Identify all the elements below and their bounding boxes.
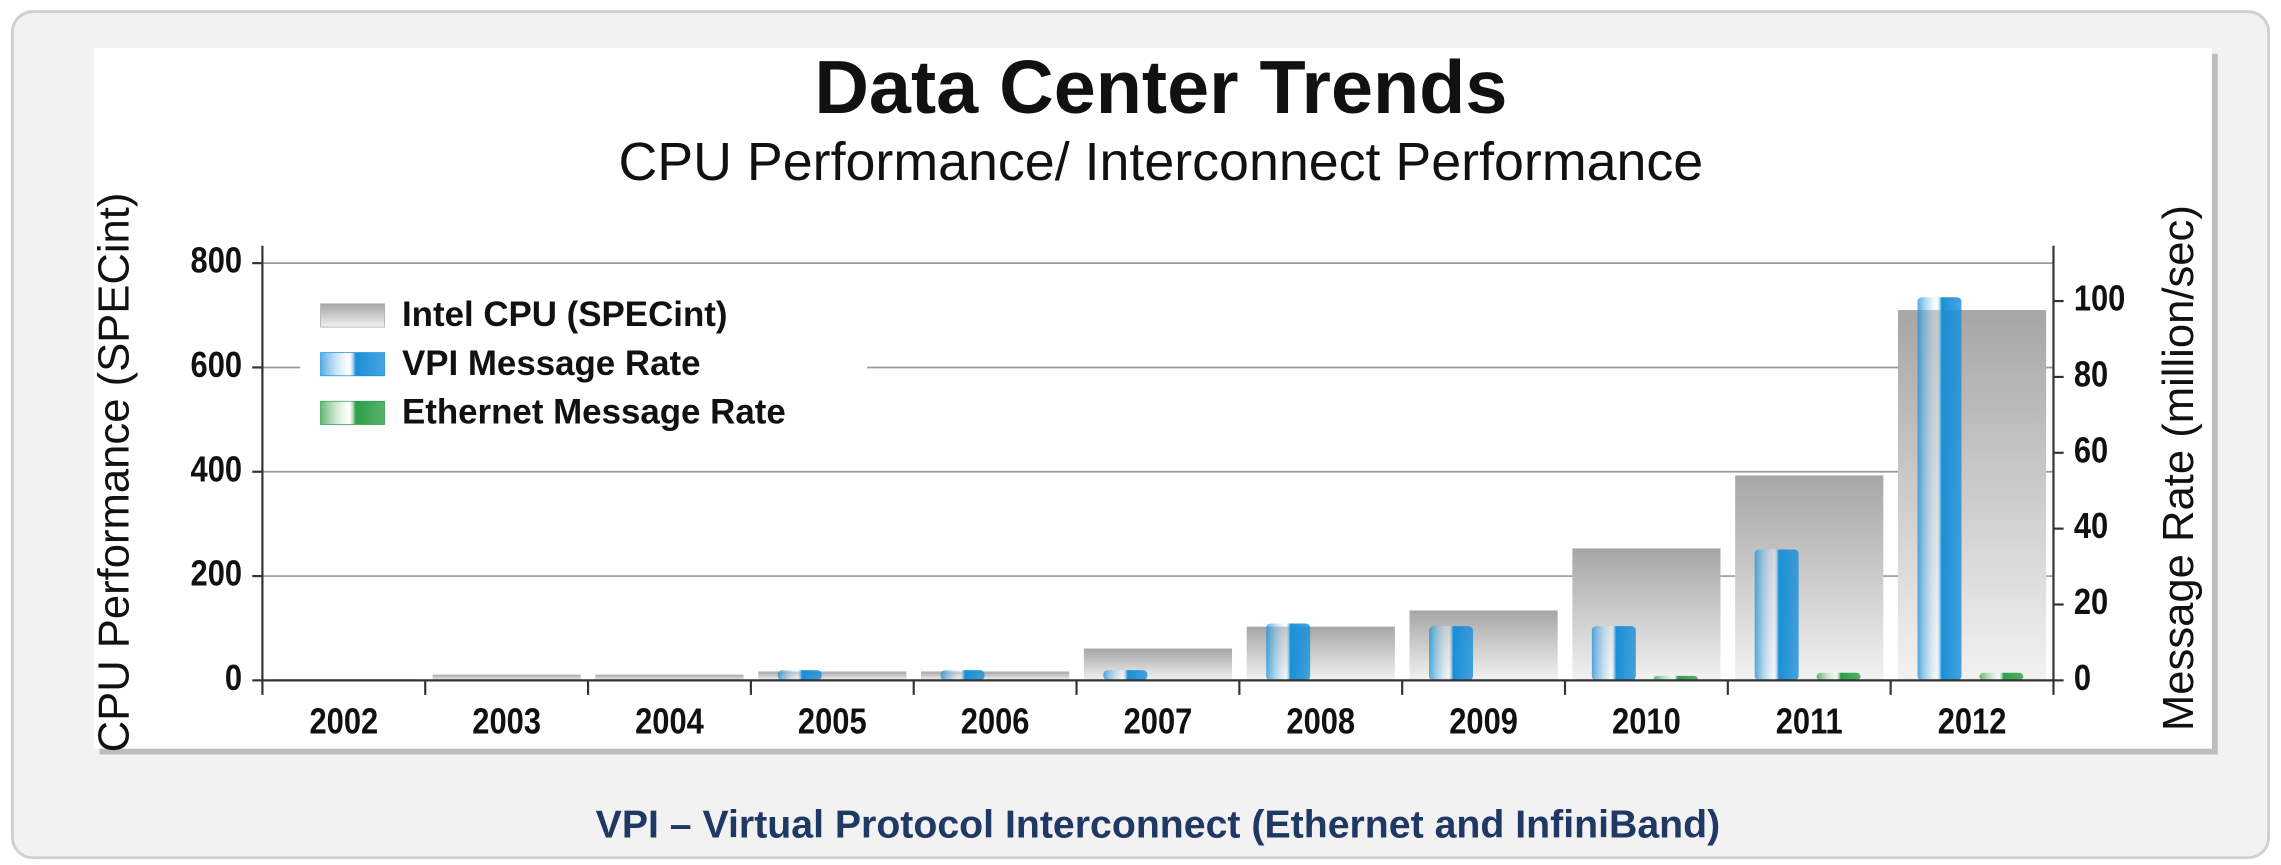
y2-tick-label: 20 bbox=[2074, 582, 2108, 623]
y2-tick-label: 0 bbox=[2074, 658, 2091, 699]
y-tick-label: 0 bbox=[225, 658, 242, 699]
y2-tick-label: 80 bbox=[2074, 354, 2108, 395]
chart-subtitle: CPU Performance/ Interconnect Performanc… bbox=[618, 132, 1703, 192]
y2-tick-label: 60 bbox=[2074, 430, 2108, 471]
legend-label: Ethernet Message Rate bbox=[402, 393, 786, 432]
y-tick-label: 400 bbox=[191, 449, 243, 490]
x-tick-label: 2008 bbox=[1286, 701, 1355, 742]
x-tick-label: 2004 bbox=[635, 701, 704, 742]
y-axis-label: CPU Performance (SPECint) bbox=[91, 193, 139, 753]
bar bbox=[1816, 672, 1861, 681]
y-tick-label: 200 bbox=[191, 553, 243, 594]
bar bbox=[432, 674, 581, 681]
bar bbox=[1591, 626, 1636, 681]
y2-axis-label: Message Rate (million/sec) bbox=[2155, 205, 2203, 731]
bar bbox=[595, 674, 744, 681]
footnote: VPI – Virtual Protocol Interconnect (Eth… bbox=[596, 803, 1721, 847]
bar bbox=[940, 670, 985, 681]
legend-swatch bbox=[320, 303, 385, 328]
bar bbox=[1979, 672, 2024, 681]
bar bbox=[1429, 626, 1474, 681]
x-tick-label: 2011 bbox=[1776, 701, 1843, 742]
bar bbox=[921, 671, 1070, 681]
legend-label: Intel CPU (SPECint) bbox=[402, 295, 728, 334]
x-tick-label: 2003 bbox=[472, 701, 541, 742]
y-tick-label: 600 bbox=[191, 345, 243, 386]
x-tick-label: 2012 bbox=[1938, 701, 2007, 742]
x-tick-label: 2010 bbox=[1612, 701, 1681, 742]
bar bbox=[1103, 670, 1148, 681]
legend-background bbox=[300, 287, 868, 445]
y2-tick-label: 40 bbox=[2074, 506, 2108, 547]
y2-tick-label: 100 bbox=[2074, 278, 2126, 319]
legend-label: VPI Message Rate bbox=[402, 344, 701, 383]
x-tick-label: 2005 bbox=[798, 701, 867, 742]
bar bbox=[1653, 675, 1698, 681]
chart-title: Data Center Trends bbox=[814, 46, 1507, 130]
bar bbox=[758, 671, 907, 681]
bar bbox=[1754, 549, 1799, 681]
legend-swatch bbox=[320, 352, 385, 377]
bar bbox=[1266, 623, 1311, 681]
y-tick-label: 800 bbox=[191, 240, 243, 281]
x-tick-label: 2002 bbox=[309, 701, 378, 742]
legend-swatch bbox=[320, 400, 385, 425]
bar bbox=[777, 670, 822, 681]
x-tick-label: 2006 bbox=[961, 701, 1030, 742]
bar bbox=[1917, 297, 1962, 681]
x-tick-label: 2009 bbox=[1449, 701, 1518, 742]
x-tick-label: 2007 bbox=[1124, 701, 1193, 742]
